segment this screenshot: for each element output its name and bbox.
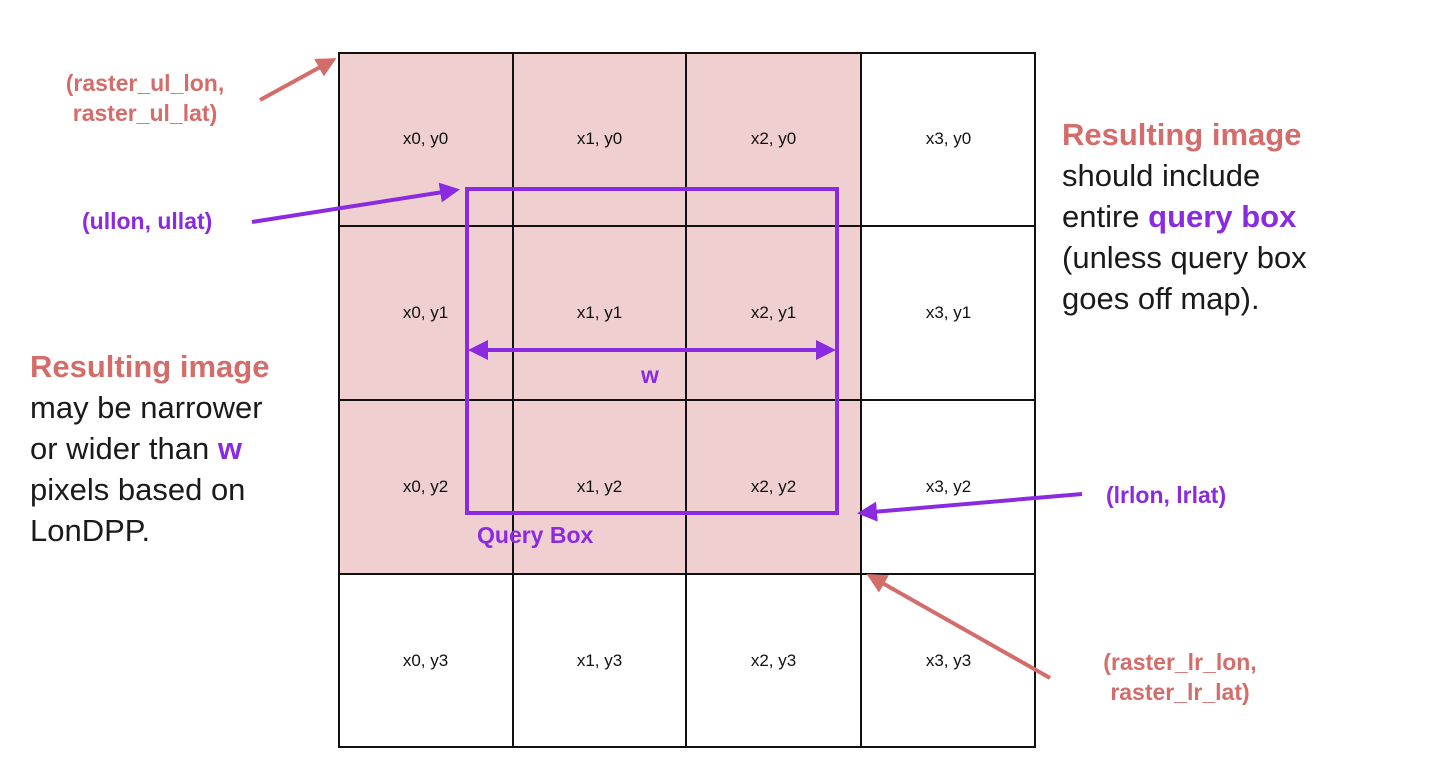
right-line2: entire query box [1062, 196, 1307, 237]
left-line3: pixels based on [30, 472, 246, 507]
tile-cell: x2, y0 [686, 52, 861, 226]
left-line1: may be narrower [30, 390, 263, 425]
tile-cell: x3, y1 [925, 303, 972, 322]
tile-cell: x0, y3 [402, 651, 449, 670]
tile-cell: x2, y1 [686, 226, 861, 400]
tile-cell: x0, y1 [338, 226, 513, 400]
tile-cell: x0, y2 [338, 400, 513, 574]
tile-grid: x0, y0 x1, y0 x2, y0 x3, y0 x0, y1 x1, y… [338, 52, 1036, 748]
raster-ul-arrow [259, 58, 337, 102]
raster-ul-label-line1: (raster_ul_lon, [65, 70, 225, 96]
raster-lr-label: (raster_lr_lon, raster_lr_lat) [1065, 647, 1295, 707]
tile-cell: x1, y3 [576, 651, 623, 670]
tile-cell: x1, y0 [513, 52, 686, 226]
lr-label: (lrlon, lrlat) [1106, 482, 1227, 508]
grid-line [338, 225, 1036, 227]
tile-cell: x2, y2 [686, 400, 861, 574]
tile-cell: x1, y1 [513, 226, 686, 400]
right-line2-em: query box [1148, 199, 1297, 234]
grid-line [338, 573, 1036, 575]
left-line4: LonDPP. [30, 513, 151, 548]
left-line2-em: w [217, 431, 242, 466]
grid-line [338, 399, 1036, 401]
left-line2: or wider than w [30, 428, 269, 469]
right-line4: goes off map). [1062, 281, 1260, 316]
raster-lr-label-line2: raster_lr_lat) [1110, 679, 1250, 705]
raster-lr-label-line1: (raster_lr_lon, [1103, 649, 1257, 675]
right-heading: Resulting image [1062, 117, 1302, 152]
width-label: w [641, 362, 659, 388]
query-box [465, 187, 839, 515]
tile-cell: x3, y3 [925, 651, 972, 670]
tile-cell: x1, y2 [513, 400, 686, 574]
tile-cell: x3, y0 [925, 129, 972, 148]
right-line2-pre: entire [1062, 199, 1140, 234]
raster-ul-label: (raster_ul_lon, raster_ul_lat) [30, 68, 260, 128]
tile-cell: x2, y3 [750, 651, 797, 670]
grid-line [338, 746, 1036, 748]
right-explanation: Resulting image should include entire qu… [1062, 114, 1307, 319]
left-line2-pre: or wider than [30, 431, 210, 466]
query-box-label: Query Box [477, 522, 594, 548]
right-line1: should include [1062, 158, 1261, 193]
right-line3: (unless query box [1062, 240, 1307, 275]
left-heading: Resulting image [30, 349, 270, 384]
grid-line [338, 52, 1036, 54]
left-explanation: Resulting image may be narrower or wider… [30, 346, 269, 551]
ul-label: (ullon, ullat) [82, 208, 213, 234]
tile-cell: x3, y2 [925, 477, 972, 496]
raster-ul-label-line2: raster_ul_lat) [72, 100, 218, 126]
